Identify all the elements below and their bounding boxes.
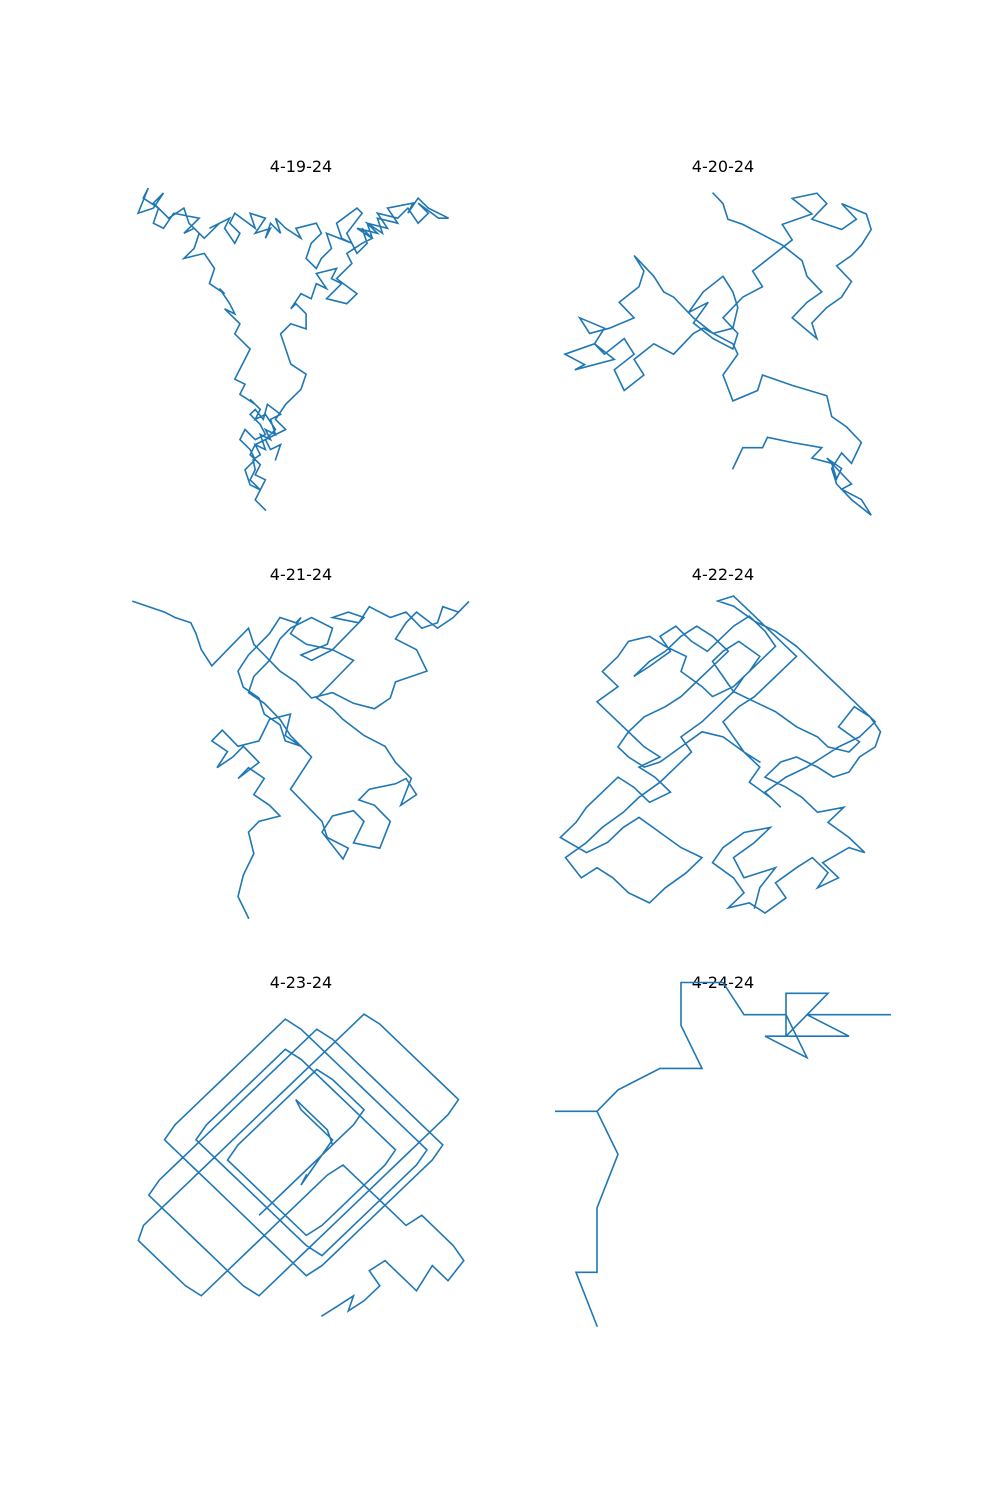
series-line <box>558 595 882 914</box>
series-line <box>562 192 873 516</box>
series-line <box>137 1013 465 1318</box>
panel-title: 4-21-24 <box>270 565 332 584</box>
series-line <box>131 600 470 920</box>
series-line <box>555 981 891 1328</box>
panel-title: 4-22-24 <box>692 565 754 584</box>
panel-6: 4-24-24 <box>555 973 891 1328</box>
series-line <box>136 187 449 512</box>
panel-3: 4-21-24 <box>131 565 470 920</box>
panel-1: 4-19-24 <box>136 157 449 512</box>
panel-title: 4-19-24 <box>270 157 332 176</box>
panel-2: 4-20-24 <box>562 157 873 516</box>
panel-5: 4-23-24 <box>137 973 465 1318</box>
panel-title: 4-23-24 <box>270 973 332 992</box>
panel-4: 4-22-24 <box>558 565 882 914</box>
panel-title: 4-20-24 <box>692 157 754 176</box>
